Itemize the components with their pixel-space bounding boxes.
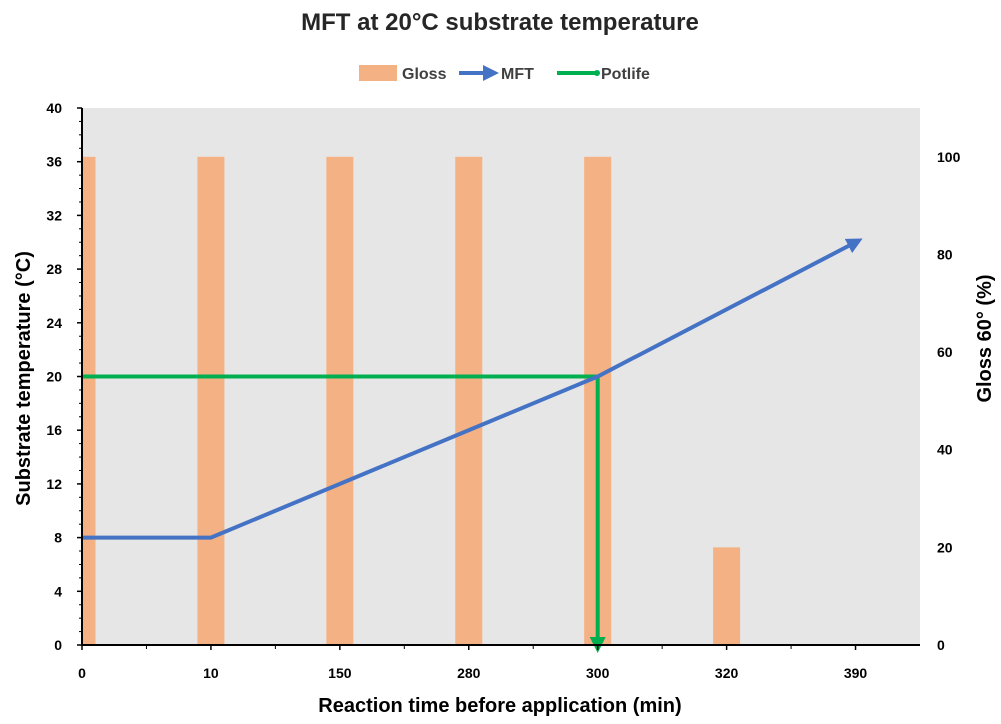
x-tick-label: 150	[328, 665, 352, 681]
x-tick-label: 280	[457, 665, 481, 681]
y-tick-label: 20	[46, 369, 62, 385]
x-tick-label: 390	[844, 665, 868, 681]
x-axis-title: Reaction time before application (min)	[318, 695, 681, 717]
legend-swatch-gloss	[359, 65, 397, 81]
gloss-bar	[455, 156, 483, 645]
y-tick-label: 4	[54, 583, 62, 599]
chart-title: MFT at 20°C substrate temperature	[301, 9, 699, 36]
y-tick-label: 24	[46, 315, 62, 331]
legend: Gloss MFT Potlife	[359, 65, 650, 83]
gloss-bar	[713, 547, 741, 645]
y-tick-label: 16	[46, 422, 62, 438]
legend-dot	[594, 70, 600, 76]
gloss-bar	[326, 156, 354, 645]
y-tick-label: 32	[46, 207, 62, 223]
y2-tick-label: 0	[937, 637, 945, 653]
y2-tick-label: 60	[937, 344, 953, 360]
legend-item-potlife: Potlife	[557, 66, 650, 83]
y-tick-label: 28	[46, 261, 62, 277]
gloss-bar	[197, 156, 225, 645]
legend-label: Gloss	[402, 66, 447, 83]
y-tick-label: 40	[46, 100, 62, 116]
y2-axis-title: Gloss 60° (%)	[974, 274, 996, 402]
y-tick-label: 0	[54, 637, 62, 653]
x-tick-label: 320	[715, 665, 739, 681]
gloss-bars	[82, 156, 741, 645]
x-tick-label: 0	[78, 665, 86, 681]
x-tick-label: 10	[203, 665, 219, 681]
y2-tick-label: 100	[937, 149, 961, 165]
legend-label: MFT	[501, 66, 534, 83]
legend-item-mft: MFT	[459, 65, 534, 83]
y2-tick-label: 20	[937, 539, 953, 555]
y-tick-label: 12	[46, 476, 62, 492]
gloss-bar	[82, 156, 96, 645]
y-axis-title: Substrate temperature (°C)	[13, 251, 35, 506]
x-tick-label: 300	[586, 665, 610, 681]
y2-tick-label: 40	[937, 442, 953, 458]
mft-line	[82, 238, 863, 540]
y-tick-label: 36	[46, 154, 62, 170]
legend-item-gloss: Gloss	[359, 65, 447, 83]
y-tick-label: 8	[54, 530, 62, 546]
legend-label: Potlife	[601, 66, 650, 83]
axes: 0 4 8 12 16 20 24 28 32 36 40 0 20 40 60 80 100 0 10 150 280…	[46, 100, 960, 681]
y2-tick-label: 80	[937, 246, 953, 262]
series-lines	[82, 238, 863, 653]
